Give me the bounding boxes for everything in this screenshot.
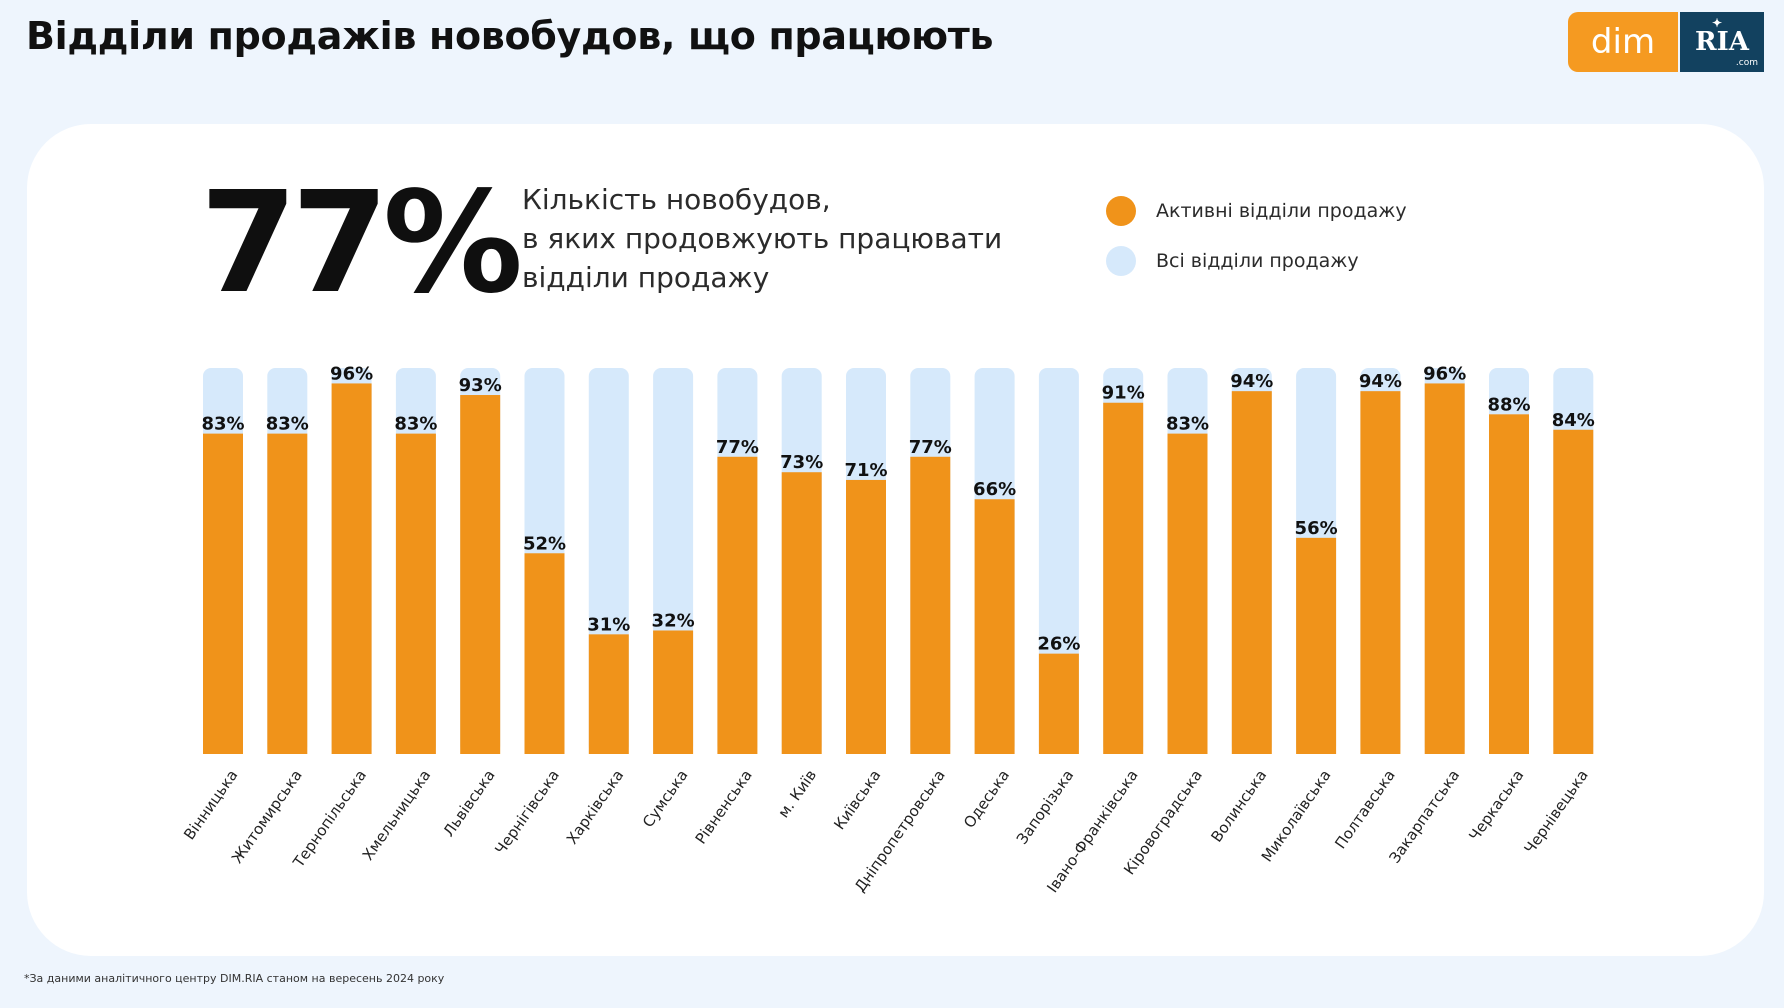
legend-label: Активні відділи продажу bbox=[1156, 200, 1407, 222]
category-label: Чернігівська bbox=[491, 766, 563, 858]
data-label: 56% bbox=[1295, 518, 1338, 539]
data-label: 83% bbox=[1166, 414, 1209, 435]
bar-active bbox=[203, 433, 243, 754]
bar-active bbox=[1038, 653, 1079, 754]
bar-active bbox=[1167, 433, 1208, 754]
star-icon: ✦ bbox=[1712, 16, 1723, 30]
bar-active bbox=[395, 433, 436, 754]
legend-item-all: Всі відділи продажу bbox=[1106, 236, 1407, 286]
category-label: Рівненська bbox=[692, 766, 756, 847]
legend-dot-active-icon bbox=[1106, 196, 1136, 226]
dim-ria-logo[interactable]: dim ✦ RIA .com bbox=[1568, 12, 1764, 72]
bar-active bbox=[1231, 391, 1272, 754]
legend-dot-all-icon bbox=[1106, 246, 1136, 276]
legend-item-active: Активні відділи продажу bbox=[1106, 186, 1407, 236]
footnote: *За даними аналітичного центру DIM.RIA с… bbox=[24, 972, 445, 985]
bar-active bbox=[331, 383, 372, 754]
subtitle-line: відділи продажу bbox=[522, 261, 770, 294]
page-title: Відділи продажів новобудов, що працюють bbox=[26, 14, 994, 58]
legend: Активні відділи продажу Всі відділи прод… bbox=[1106, 186, 1407, 286]
data-label: 91% bbox=[1102, 383, 1145, 404]
data-label: 83% bbox=[266, 414, 309, 435]
bar-active bbox=[588, 634, 629, 754]
bar-active bbox=[267, 433, 308, 754]
summary-subtitle: Кількість новобудов, в яких продовжують … bbox=[522, 180, 1042, 297]
data-label: 93% bbox=[459, 375, 502, 396]
category-label: Одеська bbox=[960, 766, 1013, 831]
data-label: 88% bbox=[1487, 394, 1530, 415]
category-label: Миколаївська bbox=[1258, 766, 1335, 865]
bar-active bbox=[1553, 429, 1594, 754]
big-number: 77% bbox=[200, 162, 523, 325]
logo-ria-text: RIA bbox=[1695, 27, 1749, 57]
bar-active bbox=[717, 456, 758, 754]
bar-active bbox=[1424, 383, 1465, 754]
data-label: 52% bbox=[523, 533, 566, 554]
bar-active bbox=[1489, 414, 1529, 754]
category-label: Хмельницька bbox=[359, 766, 435, 863]
data-label: 83% bbox=[201, 414, 244, 435]
data-label: 71% bbox=[844, 460, 887, 481]
bar-active bbox=[524, 553, 565, 754]
data-label: 32% bbox=[652, 610, 695, 631]
subtitle-line: в яких продовжують працювати bbox=[522, 222, 1003, 255]
logo-dim-text: dim bbox=[1568, 12, 1678, 72]
category-label: Київська bbox=[830, 766, 884, 833]
bar-active bbox=[653, 630, 694, 754]
data-label: 83% bbox=[394, 414, 437, 435]
bar-active bbox=[1360, 391, 1401, 754]
category-label: Чернівецька bbox=[1521, 766, 1592, 857]
category-label: Запорізька bbox=[1013, 766, 1077, 847]
data-label: 31% bbox=[587, 614, 630, 635]
data-label: 77% bbox=[716, 437, 759, 458]
logo-ria-block: ✦ RIA .com bbox=[1680, 12, 1764, 72]
data-label: 94% bbox=[1230, 371, 1273, 392]
bar-active bbox=[781, 472, 822, 754]
data-label: 94% bbox=[1359, 371, 1402, 392]
category-label: Черкаська bbox=[1465, 766, 1527, 844]
bar-active bbox=[846, 479, 886, 754]
bar-active bbox=[974, 499, 1015, 754]
data-label: 77% bbox=[909, 437, 952, 458]
legend-label: Всі відділи продажу bbox=[1156, 250, 1359, 272]
category-label: Житомирська bbox=[228, 766, 306, 866]
bar-active bbox=[1296, 537, 1337, 754]
category-label: Сумська bbox=[639, 766, 692, 830]
category-label: Вінницька bbox=[180, 766, 241, 843]
category-label: м. Київ bbox=[774, 766, 820, 821]
category-label: Харківська bbox=[563, 766, 627, 847]
category-label: Львівська bbox=[440, 766, 499, 840]
data-label: 73% bbox=[780, 452, 823, 473]
data-label: 96% bbox=[1423, 363, 1466, 384]
category-label: Волинська bbox=[1207, 766, 1270, 845]
category-label: Закарпатська bbox=[1386, 766, 1464, 866]
data-label: 26% bbox=[1037, 634, 1080, 655]
category-label: Полтавська bbox=[1331, 766, 1399, 852]
bar-active bbox=[460, 395, 501, 754]
logo-ria-suffix: .com bbox=[1735, 58, 1758, 68]
bar-active bbox=[910, 456, 951, 754]
data-label: 96% bbox=[330, 363, 373, 384]
bar-active bbox=[1103, 402, 1144, 754]
chart-card bbox=[27, 124, 1764, 956]
data-label: 84% bbox=[1552, 410, 1595, 431]
subtitle-line: Кількість новобудов, bbox=[522, 183, 831, 216]
data-label: 66% bbox=[973, 479, 1016, 500]
